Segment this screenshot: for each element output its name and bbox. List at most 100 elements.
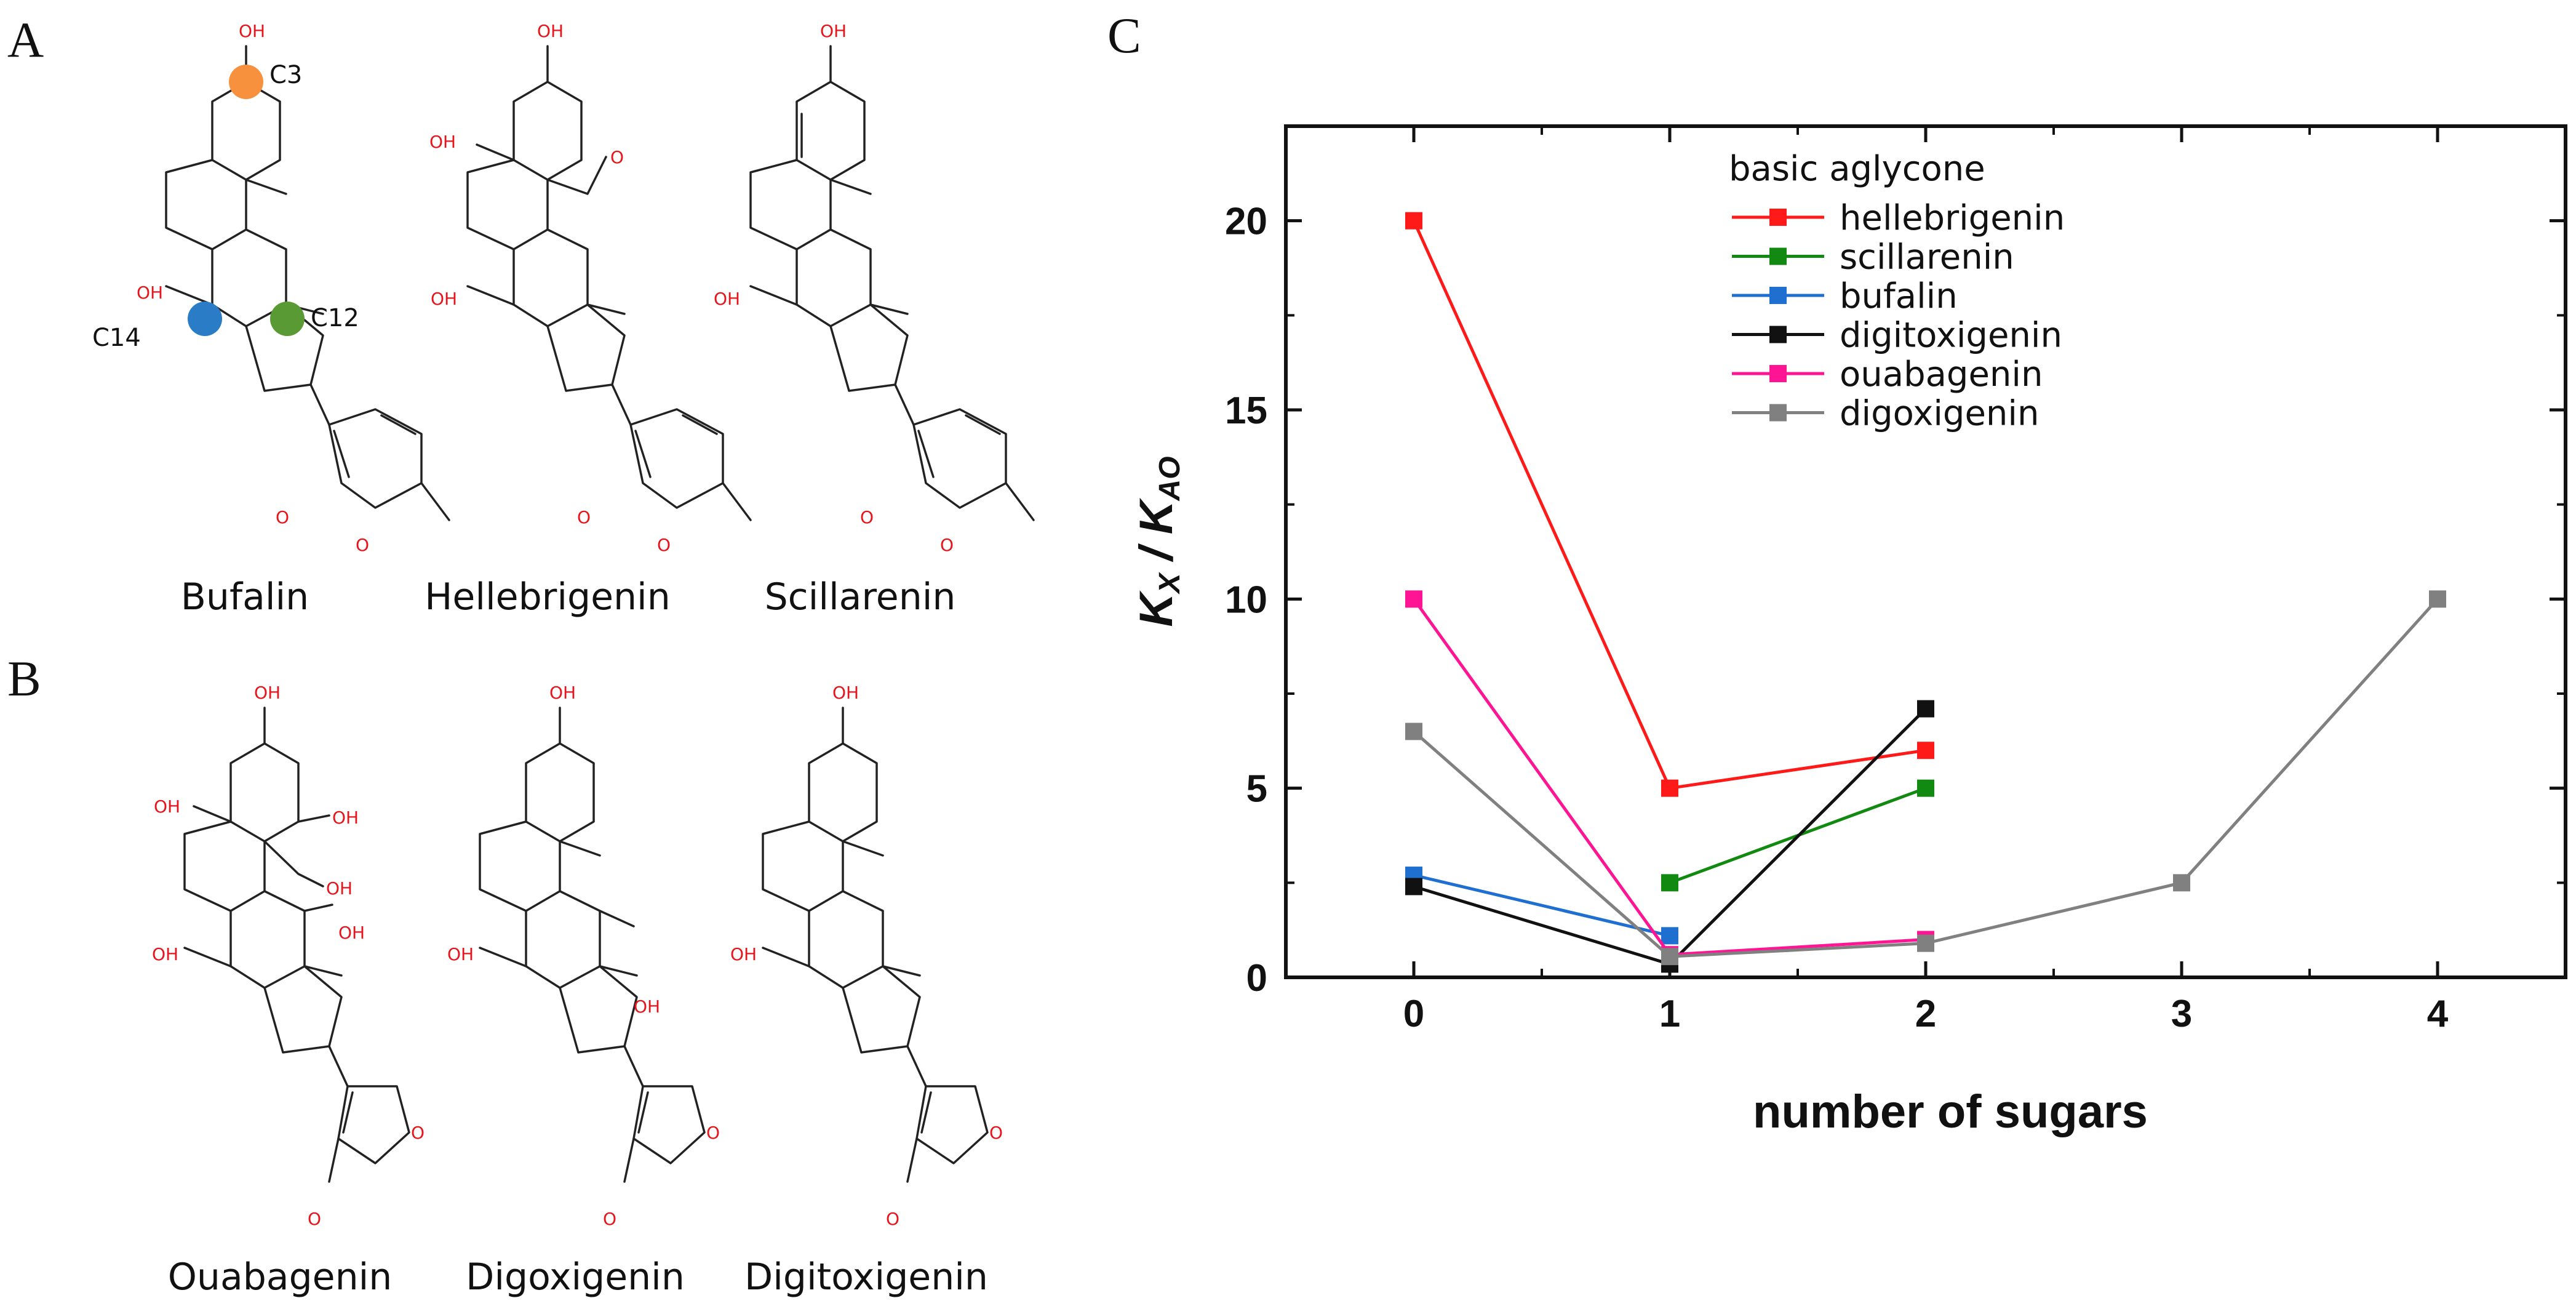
ring-oxygen-label: O — [308, 1209, 321, 1229]
legend-label-digoxigenin: digoxigenin — [1840, 394, 2039, 434]
y-axis-title-sub1: X — [1154, 572, 1186, 595]
hydroxyl-label: OH — [429, 132, 456, 152]
y-tick-label: 20 — [1225, 201, 1267, 243]
hydroxyl-label: OH — [537, 21, 564, 41]
y-tick-label: 10 — [1225, 579, 1267, 621]
series-line-ouabagenin — [1412, 598, 1926, 956]
hydroxyl-label: OH — [332, 807, 359, 828]
legend-title: basic aglycone — [1729, 149, 1985, 189]
x-axis-title: number of sugars — [1753, 1086, 2148, 1138]
ring-oxygen-label: O — [610, 147, 624, 167]
molecule-digoxigenin: OH OH OH O O Digoxigenin — [447, 683, 720, 1299]
legend-label-hellebrigenin: hellebrigenin — [1840, 198, 2065, 238]
molecule-scillarenin: OH OH O O Scillarenin — [714, 21, 1035, 619]
data-point-hellebrigenin — [1661, 779, 1678, 797]
x-tick-label: 3 — [2171, 993, 2192, 1035]
y-axis-title-sub2: AO — [1154, 456, 1186, 501]
molecule-ouabagenin: OH OH OH OH OH OH O O Ouabagenin — [152, 683, 425, 1299]
series-bufalin — [1405, 867, 1678, 945]
hydroxyl-label: OH — [714, 289, 740, 309]
legend-marker-digitoxigenin — [1769, 326, 1787, 343]
hydroxyl-label: OH — [730, 944, 757, 964]
ring-oxygen-label: O — [603, 1209, 616, 1229]
hydroxyl-label: OH — [820, 21, 847, 41]
hydroxyl-label: OH — [338, 923, 365, 943]
hydroxyl-label: OH — [154, 796, 180, 817]
molecule-digitoxigenin: OH OH O O Digitoxigenin — [730, 683, 1003, 1299]
ring-oxygen-label: O — [577, 507, 591, 527]
data-point-digoxigenin — [1661, 948, 1678, 966]
x-tick-label: 1 — [1659, 993, 1680, 1035]
data-point-digoxigenin — [2173, 874, 2190, 892]
y-tick-label: 5 — [1246, 768, 1267, 811]
y-tick-label: 15 — [1225, 390, 1267, 432]
ring-oxygen-label: O — [706, 1123, 720, 1143]
ring-oxygen-label: O — [860, 507, 874, 527]
legend-marker-scillarenin — [1769, 247, 1787, 265]
panel-letter-a: A — [7, 12, 44, 68]
hydroxyl-label: OH — [549, 683, 576, 703]
c14-site-marker — [188, 302, 222, 336]
hydroxyl-label: OH — [832, 683, 859, 703]
c12-label: C12 — [311, 304, 359, 332]
ring-oxygen-label: O — [657, 535, 671, 555]
c3-site-marker — [229, 65, 263, 99]
series-line-digitoxigenin — [1413, 707, 1927, 966]
hydroxyl-label: OH — [254, 683, 281, 703]
molecule-name-scillarenin: Scillarenin — [765, 575, 956, 619]
axes: 0 1 2 3 4 0 5 10 15 20 — [1225, 124, 2567, 1035]
molecule-name-ouabagenin: Ouabagenin — [168, 1256, 393, 1299]
legend-marker-hellebrigenin — [1769, 209, 1787, 226]
data-point-digoxigenin — [2429, 590, 2446, 608]
ring-oxygen-label: O — [411, 1123, 425, 1143]
legend-marker-digoxigenin — [1769, 404, 1787, 422]
hydroxyl-label: OH — [239, 21, 265, 41]
molecule-name-digoxigenin: Digoxigenin — [466, 1256, 685, 1299]
x-tick-label: 2 — [1915, 993, 1936, 1035]
x-tick-label: 4 — [2427, 993, 2449, 1035]
c12-site-marker — [270, 302, 305, 336]
molecule-name-hellebrigenin: Hellebrigenin — [425, 575, 670, 619]
chart-panel-c: 0 1 2 3 4 0 5 10 15 20 basic aglycone hellebrigeni… — [1130, 124, 2567, 1138]
hydroxyl-label: OH — [431, 289, 457, 309]
c3-label: C3 — [269, 61, 302, 89]
hydroxyl-label: OH — [634, 996, 660, 1017]
series-digoxigenin — [1405, 590, 2446, 966]
ring-oxygen-label: O — [886, 1209, 899, 1229]
hydroxyl-label: OH — [447, 944, 474, 964]
molecule-bufalin: OH OH O O C3 C12 C14 Bufalin — [92, 21, 450, 619]
molecule-name-bufalin: Bufalin — [181, 575, 309, 619]
data-point-digitoxigenin — [1405, 878, 1422, 895]
data-point-digitoxigenin — [1917, 700, 1934, 718]
data-point-hellebrigenin — [1405, 212, 1422, 230]
y-axis-title-mid: / K — [1130, 497, 1182, 573]
data-point-scillarenin — [1917, 779, 1934, 797]
legend-label-digitoxigenin: digitoxigenin — [1840, 316, 2062, 356]
legend-marker-bufalin — [1769, 287, 1787, 304]
hydroxyl-label: OH — [326, 878, 353, 899]
series-line-bufalin — [1413, 873, 1670, 937]
ring-oxygen-label: O — [356, 535, 369, 555]
ring-oxygen-label: O — [276, 507, 289, 527]
series-hellebrigenin — [1405, 212, 1934, 797]
legend-marker-ouabagenin — [1769, 365, 1787, 382]
legend-label-scillarenin: scillarenin — [1840, 238, 2014, 278]
series-layer — [1405, 212, 2446, 973]
panel-letter-c: C — [1107, 7, 1141, 63]
series-line-digoxigenin — [1413, 598, 2439, 958]
data-point-hellebrigenin — [1917, 742, 1934, 759]
data-point-digoxigenin — [1405, 723, 1422, 740]
molecule-name-digitoxigenin: Digitoxigenin — [744, 1256, 988, 1299]
y-tick-label: 0 — [1246, 957, 1267, 1000]
hydroxyl-label: OH — [137, 282, 163, 303]
legend: basic aglycone hellebrigeninscillareninbu… — [1729, 149, 2065, 434]
c14-label: C14 — [92, 324, 141, 352]
y-axis-title: KX / KAO — [1130, 456, 1186, 627]
x-tick-label: 0 — [1403, 993, 1424, 1035]
ring-oxygen-label: O — [940, 535, 954, 555]
y-axis-title-k1: K — [1130, 590, 1182, 627]
data-point-scillarenin — [1661, 874, 1678, 892]
molecule-hellebrigenin: OH OH O OH O O Hellebrigenin — [425, 21, 752, 619]
legend-label-ouabagenin: ouabagenin — [1840, 355, 2043, 395]
